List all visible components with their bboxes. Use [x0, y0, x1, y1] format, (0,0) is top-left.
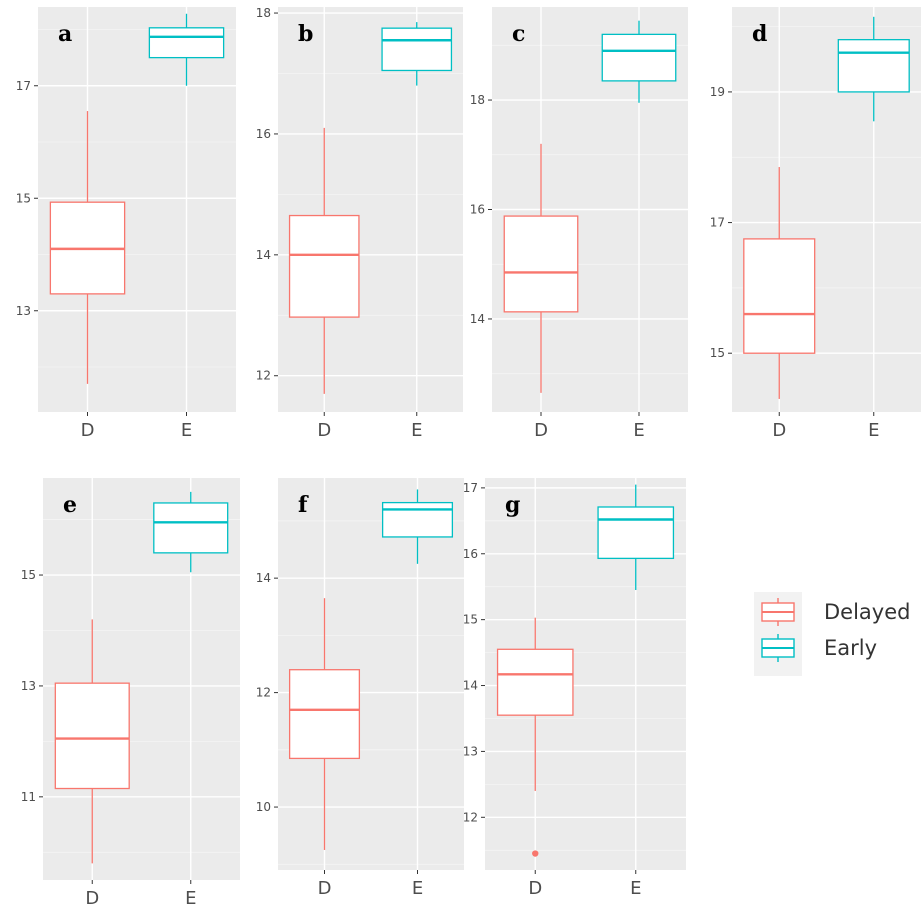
panel-label: g	[505, 492, 520, 518]
y-tick-label: 17	[463, 481, 478, 495]
panel-label: a	[58, 21, 72, 47]
y-tick-label: 14	[256, 571, 271, 585]
y-tick-label: 16	[470, 203, 485, 217]
panel-label: c	[512, 21, 525, 47]
panel-label: b	[298, 21, 313, 47]
y-tick-label: 17	[16, 79, 31, 93]
y-tick-label: 11	[21, 790, 36, 804]
box	[743, 238, 816, 354]
box	[601, 33, 677, 82]
y-tick-label: 17	[710, 216, 725, 230]
y-tick-label: 12	[256, 369, 271, 383]
y-tick-label: 13	[16, 304, 31, 318]
boxplot-svg: 10 12 14 D Ef	[256, 478, 464, 899]
y-tick-label: 13	[21, 679, 36, 693]
y-tick-label: 18	[256, 6, 271, 20]
boxplot-svg: 13 15 17 D Ea	[16, 7, 236, 441]
legend-label: Early	[824, 636, 877, 660]
x-tick-label: D	[318, 878, 332, 899]
legend: Delayed Early	[752, 592, 921, 676]
x-tick-label: E	[412, 878, 423, 899]
x-tick-label: D	[85, 888, 99, 909]
boxplot-svg: 15 17 19 D Ed	[710, 7, 921, 441]
y-tick-label: 12	[256, 686, 271, 700]
box	[381, 501, 454, 538]
box	[148, 27, 225, 59]
boxplot-svg: 11 13 15 D Ee	[21, 478, 240, 909]
y-tick-label: 14	[470, 312, 485, 326]
x-tick-label: E	[181, 420, 192, 441]
x-tick-label: D	[81, 420, 95, 441]
boxplot-svg: 12 14 16 18 D Eb	[256, 6, 463, 441]
x-tick-label: D	[528, 878, 542, 899]
panel-label: e	[63, 492, 77, 518]
y-tick-label: 15	[463, 613, 478, 627]
y-tick-label: 13	[463, 744, 478, 758]
legend-svg: Delayed Early	[754, 592, 910, 676]
x-tick-label: D	[317, 420, 331, 441]
x-tick-label: D	[772, 420, 786, 441]
box	[381, 27, 453, 72]
box	[597, 506, 675, 560]
y-tick-label: 15	[16, 191, 31, 205]
x-tick-label: D	[534, 420, 548, 441]
boxplot-svg: 12 13 14 15 16 17 D Eg	[463, 478, 686, 899]
panel-label: d	[752, 21, 767, 47]
box	[288, 669, 361, 760]
outlier-point	[532, 850, 539, 857]
y-tick-label: 14	[463, 679, 478, 693]
y-tick-label: 18	[470, 93, 485, 107]
y-tick-label: 16	[463, 547, 478, 561]
y-tick-label: 14	[256, 248, 271, 262]
y-tick-label: 16	[256, 127, 271, 141]
panel-background	[278, 7, 463, 412]
box	[837, 39, 910, 93]
x-tick-label: E	[868, 420, 879, 441]
y-tick-label: 19	[710, 85, 725, 99]
box	[288, 214, 360, 318]
box	[496, 648, 574, 716]
y-tick-label: 10	[256, 800, 271, 814]
panel-label: f	[298, 492, 309, 518]
boxplot-svg: 14 16 18 D Ec	[470, 7, 688, 441]
box	[503, 215, 579, 313]
box	[54, 682, 130, 790]
box	[153, 502, 229, 554]
x-tick-label: E	[411, 420, 422, 441]
y-tick-label: 12	[463, 810, 478, 824]
x-tick-label: E	[185, 888, 196, 909]
y-tick-label: 15	[21, 568, 36, 582]
x-tick-label: E	[633, 420, 644, 441]
x-tick-label: E	[630, 878, 641, 899]
y-tick-label: 15	[710, 346, 725, 360]
legend-label: Delayed	[824, 600, 910, 624]
